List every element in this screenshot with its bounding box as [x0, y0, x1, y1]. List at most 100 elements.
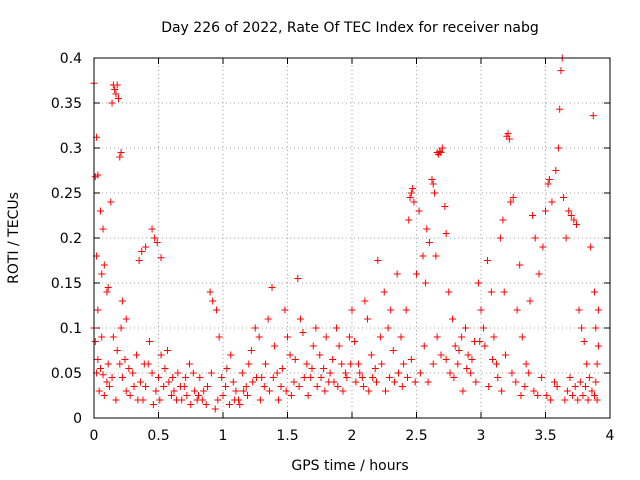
data-point [187, 401, 195, 408]
data-point [209, 297, 217, 305]
data-point [309, 342, 317, 350]
data-point [409, 185, 417, 192]
data-point [433, 333, 441, 341]
x-tick-label: 2 [348, 428, 357, 444]
data-point [376, 333, 384, 341]
data-point [551, 378, 559, 386]
data-point [281, 306, 289, 314]
data-point [299, 329, 307, 336]
data-point [354, 360, 362, 368]
data-point [565, 207, 573, 215]
data-point [468, 356, 476, 363]
data-point [449, 315, 457, 323]
data-point [273, 369, 281, 377]
data-point [548, 198, 556, 206]
data-point [91, 338, 99, 345]
y-tick-label: 0.3 [60, 141, 82, 157]
data-point [113, 81, 121, 89]
data-point [474, 279, 482, 287]
data-point [424, 378, 432, 386]
x-tick-label: 4 [606, 428, 615, 444]
x-axis-label: GPS time / hours [291, 458, 408, 474]
data-point [260, 383, 268, 390]
data-point [282, 387, 290, 395]
data-point [157, 351, 165, 359]
data-point [526, 297, 534, 305]
data-point [576, 378, 584, 386]
data-point [191, 387, 199, 395]
data-point [329, 356, 337, 363]
data-point [169, 374, 177, 381]
data-point [513, 306, 521, 314]
data-point [485, 383, 493, 390]
data-point [579, 392, 587, 399]
data-point [117, 324, 125, 332]
data-point [358, 374, 366, 381]
data-point [432, 252, 440, 260]
data-point [300, 374, 308, 381]
data-point [502, 351, 510, 359]
data-point [295, 383, 303, 390]
data-point [104, 284, 112, 291]
data-points [90, 54, 602, 413]
data-point [499, 216, 507, 224]
data-point [173, 396, 181, 404]
data-point [394, 369, 402, 377]
data-point [591, 392, 599, 399]
data-point [562, 234, 570, 242]
data-point [445, 288, 453, 296]
data-point [437, 149, 445, 156]
data-point [335, 342, 343, 350]
data-point [99, 225, 107, 233]
data-point [231, 396, 239, 404]
data-point [545, 176, 553, 183]
data-point [296, 315, 304, 323]
data-point [303, 360, 311, 368]
data-point [348, 306, 356, 314]
data-point [207, 369, 215, 377]
data-point [94, 306, 102, 314]
data-point [108, 374, 116, 381]
data-point [165, 378, 173, 386]
data-point [589, 112, 597, 120]
data-point [581, 383, 589, 390]
data-point [145, 338, 153, 345]
data-point [196, 374, 204, 381]
data-point [176, 383, 184, 390]
data-point [99, 371, 107, 379]
data-point [594, 306, 602, 314]
data-point [164, 347, 172, 354]
data-point [411, 378, 419, 386]
data-point [505, 135, 513, 143]
data-point [242, 383, 250, 390]
data-point [363, 315, 371, 323]
data-point [462, 324, 470, 332]
data-point [113, 347, 121, 354]
data-point [588, 387, 596, 395]
data-point [378, 360, 386, 368]
data-point [518, 333, 526, 341]
data-point [104, 360, 112, 368]
data-point [130, 383, 138, 390]
data-point [320, 365, 328, 372]
data-point [151, 234, 159, 242]
data-point [458, 333, 466, 341]
data-point [556, 105, 564, 113]
data-point [313, 383, 321, 390]
data-point [494, 374, 502, 381]
data-point [509, 194, 517, 201]
data-point [575, 306, 583, 314]
data-point [342, 369, 350, 377]
data-point [122, 387, 130, 395]
data-point [442, 356, 450, 363]
data-point [405, 216, 413, 224]
data-point [572, 221, 580, 228]
data-point [352, 378, 360, 386]
y-tick-label: 0.1 [60, 321, 82, 337]
grid [94, 58, 610, 418]
data-point [584, 396, 592, 404]
data-point [566, 374, 574, 381]
data-point [569, 392, 577, 399]
data-point [174, 369, 182, 377]
data-point [593, 396, 601, 404]
